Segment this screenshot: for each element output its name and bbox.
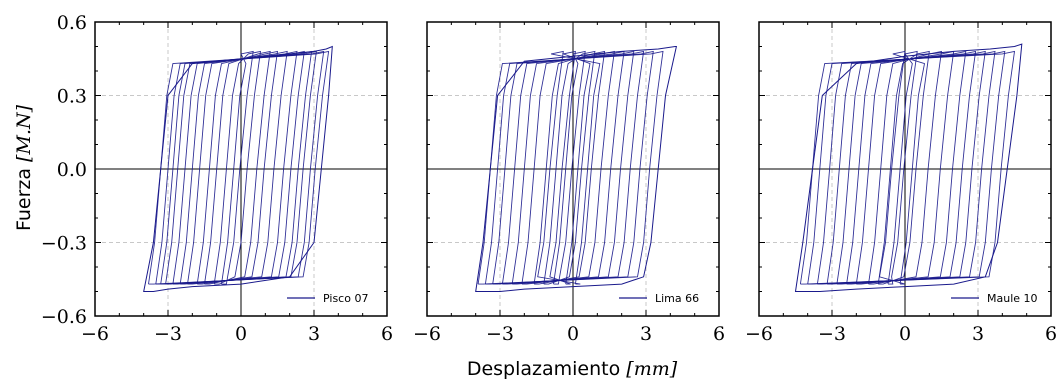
panels-layer: −6 −3 0 3 6 −0.6 −0.3 0.0 0.3 0.6 Pisco 07 −6 −3 0 3 6 L… [41,12,1057,345]
legend-label: Pisco 07 [323,292,368,305]
x-tick-label: 3 [972,323,984,345]
legend-label: Lima 66 [655,292,699,305]
series-2 [475,46,678,292]
y-tick-label: −0.6 [41,306,87,328]
envelope-loop [143,45,333,292]
y-tick-label: −0.3 [41,233,87,255]
hysteresis-loop [836,50,977,285]
x-tick-label: −3 [486,323,514,345]
x-tick-label: 6 [381,323,393,345]
hysteresis-loop [799,50,1016,285]
hysteresis-loop [877,50,930,285]
x-tick-label: −3 [818,323,846,345]
hysteresis-loop [887,50,918,285]
panel-2: −6 −3 0 3 6 Lima 66 [413,21,725,345]
x-tick-label: −6 [81,323,109,345]
y-tick-label: 0.0 [57,159,87,181]
hysteresis-loop [204,50,271,285]
x-tick-label: −6 [413,323,441,345]
y-axis-title: Fuerza [M.N] [13,104,35,231]
hysteresis-loop [172,50,305,285]
panel-3: −6 −3 0 3 6 Maule 10 [745,21,1057,345]
x-tick-label: 0 [899,323,911,345]
hysteresis-loop [160,50,317,285]
hysteresis-loop [221,50,254,285]
panel-1: −6 −3 0 3 6 −0.6 −0.3 0.0 0.3 0.6 Pisco 07 [41,12,393,345]
x-tick-label: 3 [308,323,320,345]
y-tick-label: 0.3 [57,86,87,108]
hysteresis-loop [543,50,596,285]
hysteresis-loop [521,50,615,285]
hysteresis-loop [477,50,664,285]
x-tick-label: 0 [567,323,579,345]
y-tick-label: 0.6 [57,12,87,34]
hysteresis-loop [855,50,955,285]
x-tick-label: 6 [713,323,725,345]
x-tick-label: 6 [1045,323,1057,345]
x-tick-label: −6 [745,323,773,345]
hysteresis-loop [511,50,625,285]
x-tick-label: 3 [640,323,652,345]
series-3 [794,43,1023,292]
series-1 [143,45,333,292]
hysteresis-loop [549,50,591,285]
hysteresis-loop [537,50,601,285]
hysteresis-loop [553,50,586,285]
hysteresis-loop [148,50,330,285]
hysteresis-loop [484,50,654,285]
hysteresis-loop [868,50,943,285]
hysteresis-loop [155,50,325,285]
hysteresis-loop [165,50,313,285]
hysteresis-loop [846,50,967,285]
hysteresis-loop [213,50,262,285]
hysteresis-loop [533,50,606,285]
hysteresis-loop [807,50,1006,285]
x-tick-label: −3 [154,323,182,345]
x-axis-title: Desplazamiento [mm] [467,358,678,380]
envelope-loop [475,46,678,292]
hysteresis-loop [187,50,288,285]
hysteresis-loop [179,50,298,285]
hysteresis-loop [492,50,645,285]
hysteresis-loop [826,50,986,285]
hysteresis-loop [816,50,996,285]
hysteresis-loop [501,50,635,285]
legend-label: Maule 10 [987,292,1038,305]
x-tick-label: 0 [235,323,247,345]
hysteresis-loop [196,50,279,285]
envelope-loop [794,43,1023,292]
hysteresis-loop [878,50,926,285]
